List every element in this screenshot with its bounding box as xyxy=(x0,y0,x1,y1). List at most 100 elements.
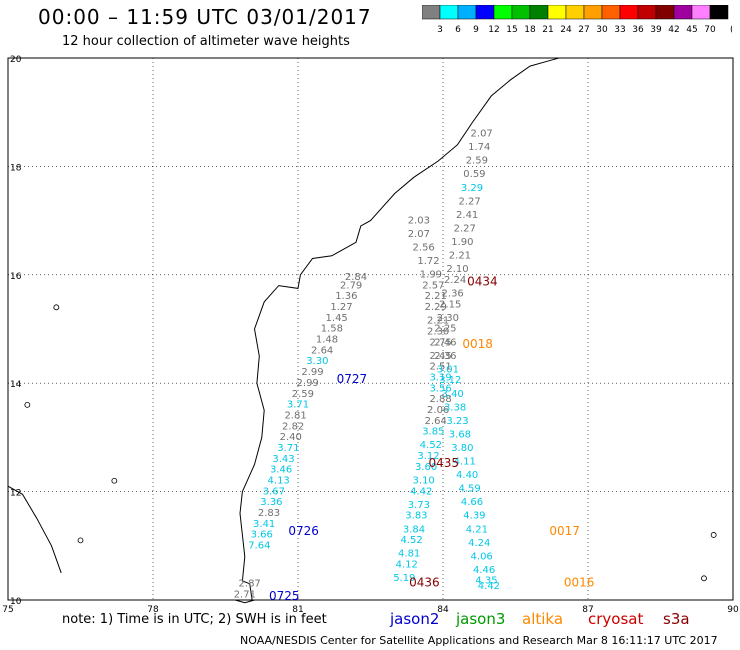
swh-value: 3.73 xyxy=(408,500,430,511)
swh-value: 3.80 xyxy=(451,443,473,454)
island-outline xyxy=(53,304,60,311)
swh-value: 3.12 xyxy=(417,451,439,462)
footer-note: note: 1) Time is in UTC; 2) SWH is in fe… xyxy=(62,612,327,627)
swh-value: 3.12 xyxy=(439,375,461,386)
swh-value: 4.52 xyxy=(420,440,442,451)
swh-value: 2.30 xyxy=(437,313,459,324)
swh-value: 0.59 xyxy=(463,169,485,180)
y-tick-label: 12 xyxy=(10,489,21,499)
coastline-india xyxy=(239,57,560,601)
swh-value: 2.75 xyxy=(429,337,451,348)
swh-value: 3.19 xyxy=(429,372,451,383)
swh-value: 3.29 xyxy=(461,183,483,194)
colorbar-label: 45 xyxy=(686,25,697,35)
colorbar-label: 12 xyxy=(488,25,499,35)
swh-value: 3.43 xyxy=(272,454,294,465)
satellite-legend-s3a: s3a xyxy=(663,610,690,628)
swh-value: 2.27 xyxy=(454,223,476,234)
pass-time-label: 0435 xyxy=(429,456,460,470)
island-outline xyxy=(77,537,84,544)
swh-value: 2.46 xyxy=(434,337,456,348)
swh-value: 2.07 xyxy=(408,229,430,240)
swh-value: 3.41 xyxy=(253,519,275,530)
swh-value: 2.64 xyxy=(425,416,447,427)
y-tick-label: 20 xyxy=(10,55,22,65)
island-outline xyxy=(710,532,717,538)
swh-value: 7.64 xyxy=(248,541,270,552)
swh-value: 2.21 xyxy=(425,291,447,302)
pass-time-label: 0436 xyxy=(409,575,440,589)
swh-value: 2.36 xyxy=(434,351,456,362)
swh-value: 2.03 xyxy=(408,215,430,226)
swh-value: 2.81 xyxy=(284,410,306,421)
coastline-south xyxy=(235,599,255,604)
swh-value: 2.24 xyxy=(444,275,466,286)
colorbar-swatch xyxy=(709,5,729,20)
map-title: 00:00 – 11:59 UTC 03/01/2017 xyxy=(38,5,372,29)
satellite-legend-cryosat: cryosat xyxy=(588,610,644,628)
island-outline xyxy=(111,477,118,484)
swh-value: 3.68 xyxy=(449,429,471,440)
swh-value: 3.66 xyxy=(251,530,273,541)
swh-value: 1.72 xyxy=(417,256,439,267)
pass-time-label: 0725 xyxy=(269,589,300,603)
swh-value: 4.11 xyxy=(454,457,476,468)
footer-credit: NOAA/NESDIS Center for Satellite Applica… xyxy=(240,634,718,647)
swh-value: 1.58 xyxy=(321,324,343,335)
colorbar-label: 18 xyxy=(524,25,536,35)
swh-value: 3.38 xyxy=(444,402,466,413)
swh-value: 4.81 xyxy=(398,549,420,560)
colorbar-label: 33 xyxy=(614,25,625,35)
swh-value: 2.64 xyxy=(311,345,333,356)
swh-value: 2.99 xyxy=(301,367,323,378)
swh-value: 4.39 xyxy=(463,511,485,522)
swh-value: 2.40 xyxy=(280,432,302,443)
swh-value: 2.83 xyxy=(258,508,280,519)
swh-value: 4.52 xyxy=(400,535,422,546)
swh-value: 2.27 xyxy=(458,196,480,207)
colorbar-units: (ft) xyxy=(730,25,732,35)
swh-value: 2.57 xyxy=(422,280,444,291)
y-tick-label: 16 xyxy=(10,272,22,282)
swh-value: 1.90 xyxy=(451,237,473,248)
swh-value: 2.88 xyxy=(429,394,451,405)
swh-value: 4.13 xyxy=(268,475,290,486)
swh-value: 2.56 xyxy=(413,242,435,253)
swh-value: 2.84 xyxy=(345,272,367,283)
swh-value: 2.07 xyxy=(471,129,493,140)
swh-value: 3.10 xyxy=(413,475,435,486)
swh-value: 4.06 xyxy=(471,551,493,562)
swh-value: 1.48 xyxy=(316,335,338,346)
swh-value: 4.21 xyxy=(466,524,488,535)
swh-value: 3.01 xyxy=(437,364,459,375)
swh-value: 4.40 xyxy=(456,470,478,481)
y-tick-label: 14 xyxy=(10,380,22,390)
colorbar-label: 36 xyxy=(632,25,644,35)
swh-value: 2.45 xyxy=(429,351,451,362)
pass-time-label: 0018 xyxy=(462,337,493,351)
swh-value: 4.46 xyxy=(473,565,495,576)
colorbar-label: 15 xyxy=(506,25,517,35)
swh-value: 2.59 xyxy=(466,156,488,167)
swh-value: 2.87 xyxy=(239,578,261,589)
x-tick-label: 90 xyxy=(727,605,739,615)
swh-value: 1.27 xyxy=(330,302,352,313)
swh-value: 3.23 xyxy=(446,416,468,427)
swh-value: 4.42 xyxy=(478,581,500,592)
satellite-legend-altika: altika xyxy=(522,610,564,628)
swh-value: 2.30 xyxy=(427,326,449,337)
pass-time-label: 0016 xyxy=(564,575,595,589)
swh-value: 3.71 xyxy=(287,400,309,411)
colorbar-label: 3 xyxy=(437,25,443,35)
swh-value: 1.36 xyxy=(335,291,357,302)
swh-value: 1.74 xyxy=(468,142,490,153)
x-tick-label: 87 xyxy=(582,605,593,615)
swh-value: 2.71 xyxy=(234,589,256,600)
swh-value: 2.59 xyxy=(292,389,314,400)
swh-value: 2.21 xyxy=(427,316,449,327)
swh-value: 4.66 xyxy=(461,497,483,508)
pass-time-label: 0434 xyxy=(467,275,498,289)
island-outline xyxy=(701,575,707,582)
satellite-legend-jason2: jason2 xyxy=(390,610,440,628)
swh-value: 2.10 xyxy=(446,264,468,275)
